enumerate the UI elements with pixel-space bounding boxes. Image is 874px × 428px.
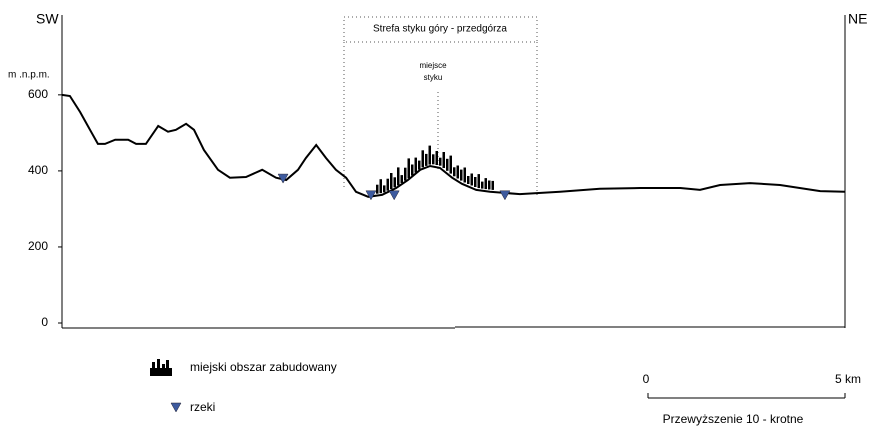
building	[488, 181, 491, 190]
scale-bar	[648, 393, 845, 398]
building	[443, 152, 446, 168]
building	[422, 150, 425, 167]
building	[390, 173, 393, 189]
scale-start: 0	[643, 372, 650, 386]
left-label: SW	[36, 11, 59, 27]
chart: SW NE m .n.p.m. Strefa styku góry - prze…	[0, 0, 874, 428]
building	[397, 167, 400, 185]
river-marker	[500, 191, 510, 200]
y-tick-label: 0	[41, 315, 48, 329]
building	[446, 159, 449, 171]
contact-label-box: miejsce styku	[408, 60, 458, 90]
building	[383, 185, 386, 192]
building	[460, 170, 463, 181]
profile-line	[62, 95, 845, 197]
y-tick-label: 200	[28, 239, 48, 253]
building	[387, 179, 390, 191]
legend-river-icon	[171, 403, 181, 412]
building	[425, 154, 428, 166]
scale-end: 5 km	[835, 372, 861, 386]
building	[457, 166, 460, 179]
building	[394, 177, 397, 187]
building	[411, 165, 414, 176]
building	[408, 158, 411, 178]
building	[415, 158, 418, 173]
building	[380, 179, 383, 193]
right-label: NE	[848, 11, 867, 27]
building	[432, 154, 435, 164]
contact-label: miejsce styku	[419, 60, 447, 84]
building	[471, 174, 474, 186]
building	[450, 156, 453, 174]
legend-urban-icon	[150, 359, 172, 376]
scale-note: Przewyższenie 10 - krotne	[663, 412, 804, 426]
building	[474, 177, 477, 187]
river-marker	[389, 191, 399, 200]
building	[429, 146, 432, 165]
building	[376, 185, 379, 194]
building	[464, 168, 467, 183]
zone-label: Strefa styku góry - przedgórza	[373, 24, 507, 35]
building	[492, 181, 495, 190]
legend-urban: miejski obszar zabudowany	[190, 360, 337, 374]
building	[481, 182, 484, 189]
legend-river: rzeki	[190, 400, 215, 414]
y-axis-label: m .n.p.m.	[8, 70, 50, 81]
building	[404, 168, 407, 181]
building	[401, 175, 404, 183]
building	[453, 167, 456, 176]
building	[436, 151, 439, 165]
building	[418, 161, 421, 170]
building	[485, 178, 488, 189]
building	[467, 176, 470, 184]
y-tick-label: 600	[28, 87, 48, 101]
building	[439, 158, 442, 166]
building	[478, 174, 481, 188]
y-tick-label: 400	[28, 163, 48, 177]
